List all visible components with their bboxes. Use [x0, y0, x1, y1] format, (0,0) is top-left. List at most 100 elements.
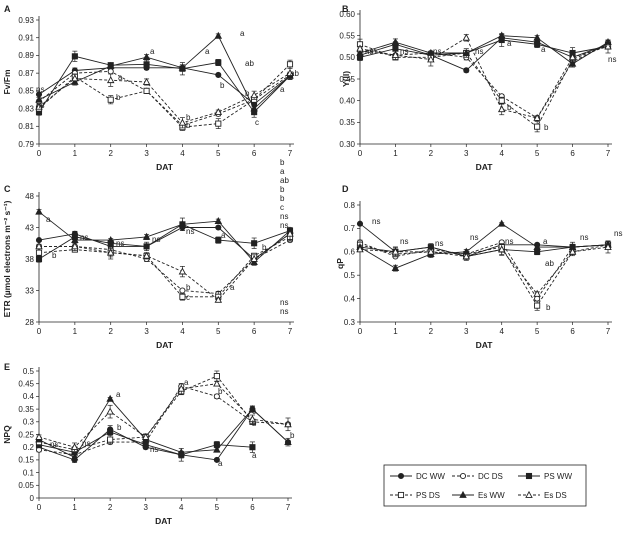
y-tick-label: 0.2 — [23, 443, 35, 452]
significance-label: a — [150, 47, 155, 56]
data-point — [534, 123, 541, 130]
data-point — [248, 404, 257, 412]
data-point — [179, 293, 186, 300]
y-tick-label: 0.7 — [344, 224, 356, 233]
x-tick-label: 6 — [570, 149, 575, 158]
x-tick-label: 2 — [108, 327, 113, 336]
data-point — [604, 242, 612, 250]
data-point — [533, 33, 541, 41]
y-axis-label: NPQ — [2, 425, 12, 444]
data-point — [214, 217, 223, 225]
significance-label: ns — [608, 55, 616, 64]
significance-label: a — [543, 237, 548, 246]
x-tick-label: 0 — [37, 149, 42, 158]
series-es-ww — [356, 31, 612, 68]
x-tick-label: 7 — [288, 149, 293, 158]
x-tick-label: 7 — [288, 327, 293, 336]
y-axis-label: qP — [335, 258, 345, 269]
significance-label: b — [280, 158, 285, 167]
series-es-ds — [35, 379, 292, 452]
data-point — [70, 443, 79, 451]
legend: DC WW DC DS PS WW PS DS Es WW Es DS — [383, 464, 587, 507]
data-point — [568, 53, 577, 61]
x-axis-label: DAT — [156, 162, 174, 172]
significance-label: ns — [36, 101, 44, 110]
legend-entry: DC DS — [452, 472, 503, 481]
series-es-ww — [356, 219, 612, 272]
y-tick-label: 0.8 — [344, 201, 356, 210]
x-tick-label: 5 — [216, 149, 221, 158]
significance-label: ab — [290, 69, 299, 78]
x-tick-label: 3 — [143, 503, 148, 512]
x-tick-label: 2 — [108, 149, 113, 158]
significance-label: b — [116, 93, 121, 102]
y-tick-label: 0.05 — [18, 481, 34, 490]
significance-label: a — [118, 73, 123, 82]
significance-label: b — [280, 185, 285, 194]
y-tick-label: 0.89 — [18, 51, 34, 60]
data-point — [391, 247, 400, 255]
y-tick-label: 0.6 — [344, 248, 356, 257]
y-tick-label: 0.91 — [18, 34, 34, 43]
y-tick-label: 0.15 — [18, 456, 34, 465]
data-point — [71, 242, 79, 250]
x-tick-label: 1 — [393, 149, 398, 158]
significance-label: a — [230, 283, 235, 292]
significance-label: b — [186, 113, 191, 122]
data-point — [35, 242, 43, 250]
data-point — [534, 248, 541, 255]
series-line — [38, 70, 291, 126]
x-tick-label: 6 — [570, 327, 575, 336]
x-tick-label: 5 — [535, 149, 540, 158]
legend-marker — [525, 472, 533, 480]
x-tick-label: 5 — [215, 503, 220, 512]
y-tick-label: 38 — [25, 255, 34, 264]
series-line — [38, 67, 291, 105]
legend-entry: DC WW — [390, 472, 445, 481]
data-point — [142, 53, 151, 61]
legend-label: PS WW — [544, 472, 572, 481]
series-line — [359, 43, 609, 128]
panel-B: B 0.30 0.35 0.40 0.45 0.50 0.55 0.60 0 1 2 3 4 5 6 7 DAT… — [339, 4, 616, 172]
data-point — [497, 245, 506, 253]
x-tick-label: 3 — [144, 327, 149, 336]
significance-label: ns — [614, 229, 622, 238]
data-point — [71, 53, 78, 60]
legend-label: DC WW — [416, 472, 445, 481]
data-point — [107, 428, 114, 436]
data-point — [106, 235, 115, 243]
data-point — [497, 219, 506, 227]
significance-label: ns — [372, 217, 380, 226]
series-line — [39, 233, 291, 301]
y-tick-label: 0.35 — [18, 405, 34, 414]
y-tick-label: 0.60 — [339, 10, 355, 19]
x-tick-label: 7 — [606, 149, 611, 158]
data-point — [250, 104, 258, 112]
data-point — [142, 251, 151, 259]
series-line — [38, 35, 291, 110]
significance-label: ns — [80, 233, 88, 242]
series-line — [38, 211, 291, 263]
data-point — [178, 118, 187, 126]
y-tick-label: 0.5 — [23, 367, 35, 376]
y-tick-label: 0.35 — [339, 118, 355, 127]
significance-label: ns — [280, 221, 288, 230]
y-tick-label: 0.83 — [18, 104, 34, 113]
significance-label: ns — [433, 47, 441, 56]
series-line — [38, 227, 291, 260]
data-point — [213, 445, 221, 453]
series-line — [39, 239, 291, 295]
data-point — [71, 74, 79, 82]
x-tick-label: 5 — [216, 327, 221, 336]
x-axis-label: DAT — [156, 340, 174, 350]
significance-label: c — [255, 118, 259, 127]
series-line — [38, 383, 289, 448]
significance-label: b — [245, 89, 250, 98]
x-tick-label: 2 — [429, 149, 434, 158]
data-point — [178, 63, 187, 71]
data-point — [568, 247, 577, 255]
y-tick-label: 0.4 — [23, 392, 35, 401]
x-tick-label: 0 — [37, 503, 42, 512]
significance-label: b — [186, 121, 191, 130]
series-line — [359, 244, 609, 257]
